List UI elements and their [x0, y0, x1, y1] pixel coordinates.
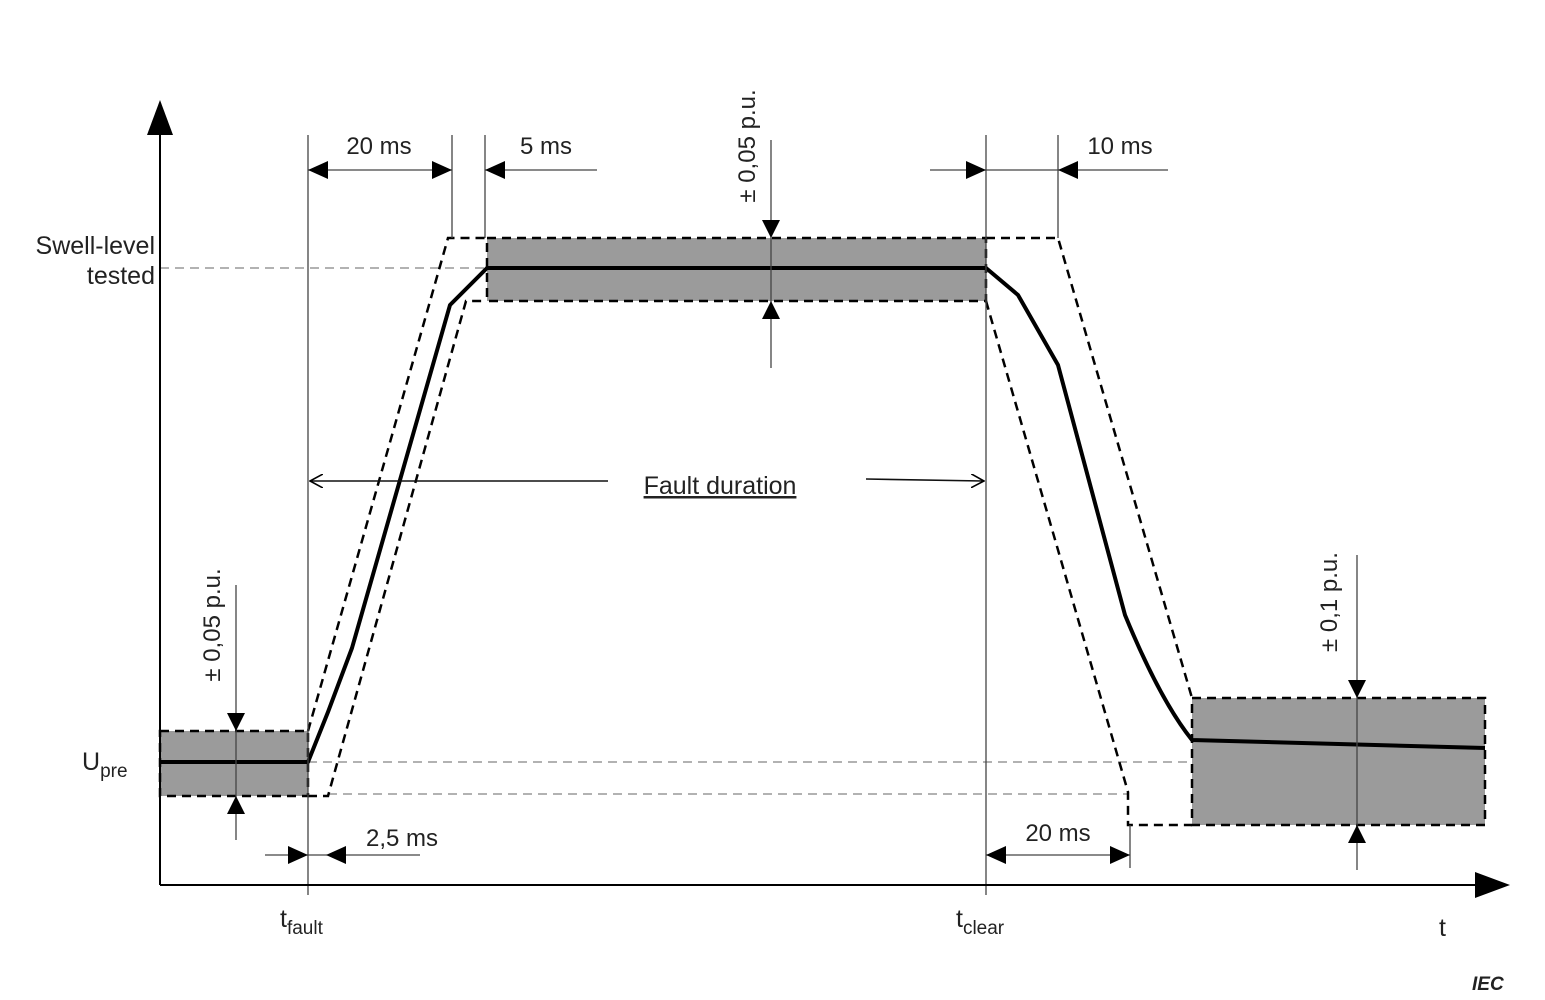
iec-mark: IEC [1472, 974, 1504, 995]
fault-duration-arrow-right [865, 479, 983, 481]
arrowhead [432, 161, 452, 179]
t-clear-label: tclear [956, 905, 1005, 939]
arrowhead [485, 161, 505, 179]
arrowhead [762, 220, 780, 238]
tolerance-label-post: ± 0,1 p.u. [1316, 552, 1343, 652]
t-axis-label: t [1439, 914, 1446, 942]
dimension-label-20ms-rise: 20 ms [346, 133, 411, 160]
arrowhead [1348, 680, 1366, 698]
arrowhead [966, 161, 986, 179]
arrowhead [762, 301, 780, 319]
swell-level-label-line1: Swell-level [36, 232, 155, 260]
t-fault-label: tfault [280, 905, 324, 939]
tolerance-label-pre: ± 0,05 p.u. [199, 568, 226, 681]
x-axis-arrowhead [1475, 872, 1510, 898]
arrowhead [227, 713, 245, 731]
voltage-curve [160, 266, 1486, 764]
upper-envelope [306, 236, 1194, 732]
swell-level-label-line2: tested [87, 262, 155, 290]
arrowhead [308, 161, 328, 179]
arrowhead [1110, 846, 1130, 864]
post-fault-tolerance-band [1190, 696, 1487, 827]
arrowhead [1348, 825, 1366, 843]
y-axis-arrowhead [147, 100, 173, 135]
dimension-label-10ms: 10 ms [1087, 133, 1152, 160]
arrowhead [986, 846, 1006, 864]
arrowhead [1058, 161, 1078, 179]
arrowhead [227, 796, 245, 814]
dimension-label-2-5ms: 2,5 ms [366, 825, 438, 852]
fault-duration-label: Fault duration [644, 472, 797, 500]
upre-label: Upre [82, 748, 128, 782]
dimension-label-20ms-fall: 20 ms [1025, 820, 1090, 847]
arrowhead [288, 846, 308, 864]
dimension-label-5ms: 5 ms [520, 133, 572, 160]
lower-envelope [308, 299, 1192, 827]
tolerance-label-swell: ± 0,05 p.u. [734, 89, 761, 202]
arrowhead [326, 846, 346, 864]
